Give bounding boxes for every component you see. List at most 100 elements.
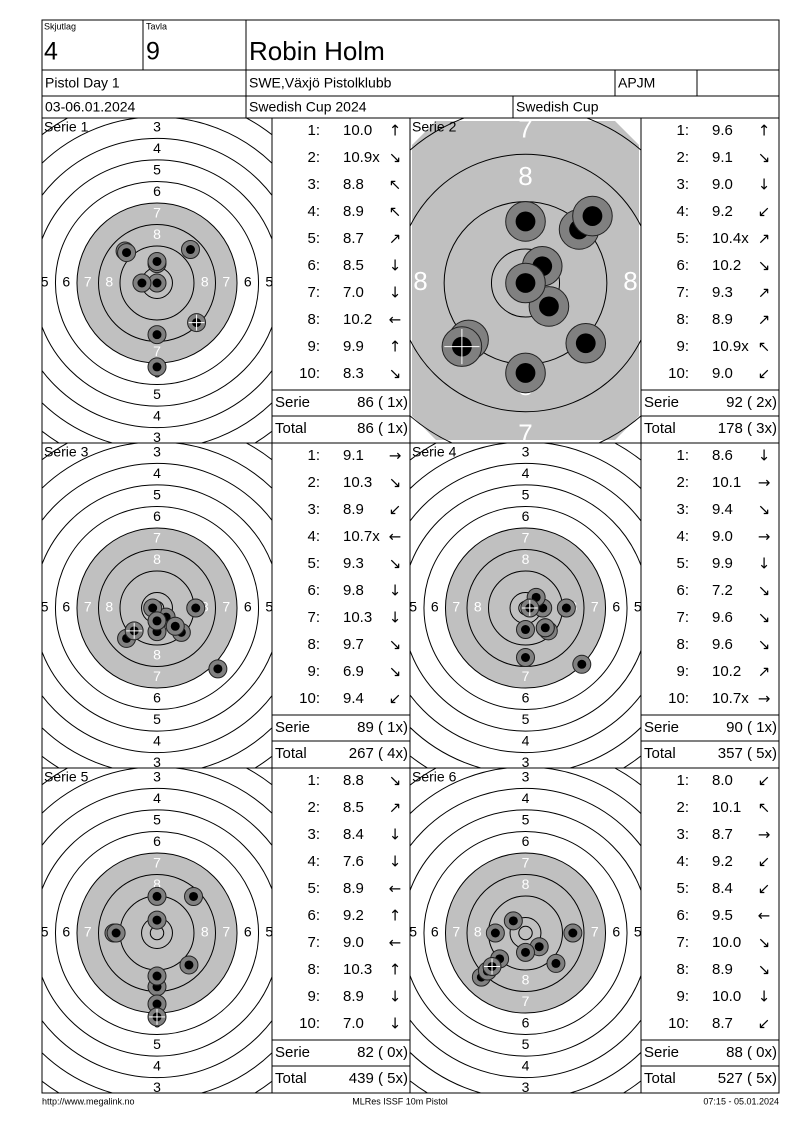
cup: Swedish Cup (516, 99, 599, 115)
ring-label: 5 (522, 811, 530, 827)
ring-label: 5 (522, 711, 530, 727)
shot-score: 10.1 (712, 474, 741, 491)
shot-number: 2: (307, 799, 320, 816)
shot-score: 8.4 (343, 826, 364, 843)
footer-software: MLRes ISSF 10m Pistol (352, 1096, 448, 1106)
ring-label: 5 (153, 161, 161, 177)
ring-label: 7 (518, 113, 532, 143)
shot-score: 8.7 (712, 826, 733, 843)
shot-arrow: ← (758, 907, 771, 925)
shot-arrow: ↘ (758, 934, 771, 952)
ring-label: 5 (409, 924, 417, 940)
shot-center (170, 621, 180, 631)
ring-label: 6 (522, 833, 530, 849)
shot-number: 2: (676, 799, 689, 816)
shot-number: 9: (307, 663, 320, 680)
total-label: Total (275, 420, 307, 437)
ring-label: 5 (634, 599, 642, 615)
total-label: Total (644, 745, 676, 762)
shot-arrow: → (389, 447, 402, 465)
ring-label: 5 (265, 599, 273, 615)
serie-title: Serie 4 (412, 444, 457, 460)
ring-label: 7 (153, 529, 161, 545)
ring-label: 7 (452, 599, 460, 615)
shot-number: 5: (307, 230, 320, 247)
ring-label: 7 (153, 668, 161, 684)
shot-center (577, 659, 587, 669)
shot-number: 8: (307, 311, 320, 328)
shot-center (152, 971, 162, 981)
shot-arrow: ← (389, 934, 402, 952)
shot-number: 1: (307, 772, 320, 789)
shot-arrow: ↖ (389, 203, 402, 221)
shot-arrow: ↙ (758, 772, 771, 790)
serie-label: Serie (644, 719, 679, 736)
shot-score: 9.8 (343, 582, 364, 599)
shot-number: 8: (676, 636, 689, 653)
shot-number: 3: (676, 826, 689, 843)
shot-number: 6: (676, 907, 689, 924)
ring-label: 8 (623, 266, 637, 296)
shot-arrow: ↘ (758, 961, 771, 979)
serie-label: Serie (275, 1044, 310, 1061)
shot (516, 647, 535, 667)
ring-label: 4 (522, 1058, 530, 1074)
ring (42, 137, 272, 429)
shot-score: 9.6 (712, 636, 733, 653)
shot-arrow: ↗ (389, 799, 402, 817)
shot (572, 195, 613, 237)
shot-score: 9.6 (712, 122, 733, 139)
shot-number: 6: (676, 257, 689, 274)
shot-center (561, 603, 571, 613)
total-sum: 439 ( 5x) (349, 1070, 408, 1087)
ring-label: 6 (153, 183, 161, 199)
shot-number: 5: (307, 880, 320, 897)
ring-label: 5 (409, 599, 417, 615)
ring-label: 8 (105, 274, 113, 290)
shot-center (184, 960, 194, 970)
target: 333344445555666677778888Serie 3 (42, 443, 273, 768)
shot-number: 4: (307, 853, 320, 870)
shot-center (152, 999, 162, 1009)
ring (54, 830, 260, 1036)
shot-score: 10.9x (712, 338, 749, 355)
ring-label: 7 (153, 204, 161, 220)
shot-score: 10.4x (712, 230, 749, 247)
shot-number: 3: (307, 176, 320, 193)
shot-center (152, 891, 162, 901)
shot-score: 8.7 (712, 1015, 733, 1032)
club: SWE,Växjö Pistolklubb (249, 75, 392, 91)
ring (54, 505, 260, 711)
shot-number: 4: (676, 853, 689, 870)
shot-arrow: ↘ (389, 555, 402, 573)
shot (503, 911, 523, 931)
shot-score: 8.9 (712, 961, 733, 978)
ring-label: 6 (612, 924, 620, 940)
shot-number: 9: (307, 988, 320, 1005)
ring-label: 5 (153, 486, 161, 502)
ring-label: 8 (153, 646, 161, 662)
ring-label: 6 (431, 924, 439, 940)
target: 333344445555666677778888Serie 4 (409, 443, 642, 768)
shot-arrow: ↘ (758, 636, 771, 654)
shot (208, 659, 228, 679)
serie-title: Serie 5 (44, 769, 89, 785)
shot-center (540, 623, 550, 633)
shot-number: 9: (676, 338, 689, 355)
shot-center (521, 625, 530, 635)
ring-label: 5 (265, 274, 273, 290)
shot-center (213, 664, 223, 674)
shot-score: 9.1 (343, 447, 364, 464)
shot-arrow: ↘ (758, 609, 771, 627)
shot-score: 9.2 (343, 907, 364, 924)
shot-score: 8.6 (712, 447, 733, 464)
shot-score: 9.4 (712, 501, 733, 518)
shot-score: 10.7x (343, 528, 380, 545)
shot-arrow: ↓ (389, 257, 402, 275)
ring-label: 4 (522, 790, 530, 806)
ring-label: 5 (41, 924, 49, 940)
shot-number: 4: (676, 528, 689, 545)
total-sum: 178 ( 3x) (718, 420, 777, 437)
shot (485, 923, 505, 943)
